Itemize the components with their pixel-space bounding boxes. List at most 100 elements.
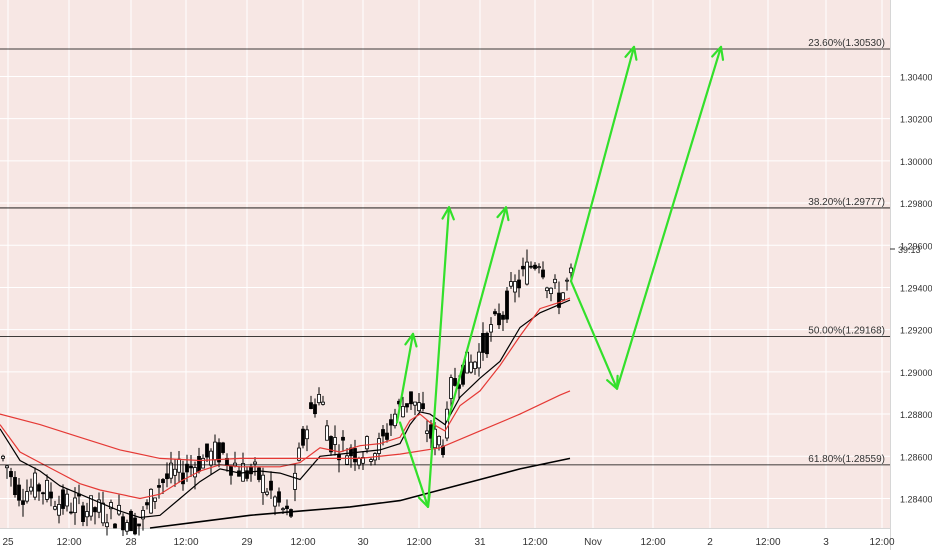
candle-body <box>261 474 265 494</box>
candle <box>505 287 509 324</box>
candle-body <box>1 455 5 459</box>
candle-body <box>33 472 37 498</box>
candle <box>537 263 541 274</box>
x-tick-label: 12:00 <box>640 537 665 548</box>
candle <box>565 277 569 291</box>
candle <box>477 343 481 377</box>
candle-body <box>249 466 253 475</box>
candle-body <box>369 459 373 462</box>
candle <box>313 398 317 418</box>
candle-body <box>289 509 293 517</box>
candle-body <box>329 436 333 453</box>
candle-body <box>545 287 549 292</box>
candle-body <box>153 497 157 502</box>
candle <box>521 257 525 277</box>
candle <box>161 477 165 495</box>
candle <box>133 512 137 536</box>
candle <box>45 474 49 503</box>
candle <box>149 488 153 514</box>
x-tick-label: 31 <box>474 537 486 548</box>
candle-body <box>489 324 493 333</box>
candle <box>129 509 133 532</box>
candle-body <box>205 443 209 458</box>
candle-body <box>309 402 313 409</box>
candle-body <box>513 281 517 293</box>
candle-body <box>565 279 569 282</box>
candle-body <box>37 484 41 492</box>
candle <box>361 451 365 471</box>
candle <box>525 249 529 286</box>
candle-body <box>125 522 129 532</box>
candle-body <box>69 511 73 514</box>
candle <box>145 499 149 510</box>
x-tick-label: 3 <box>823 537 829 548</box>
candle <box>325 420 329 441</box>
candle-body <box>285 505 289 509</box>
moving-average-line <box>149 457 571 529</box>
candle <box>5 464 9 479</box>
candle <box>517 269 521 298</box>
candle-body <box>421 403 425 410</box>
candle <box>289 508 293 519</box>
candle-body <box>553 278 557 284</box>
candle <box>81 501 85 527</box>
candle-body <box>469 361 473 373</box>
candle <box>541 261 545 280</box>
x-tick-label: 12:00 <box>290 537 315 548</box>
y-tick-label: 1.29800 <box>900 199 932 209</box>
candle-body <box>533 264 537 269</box>
candle-body <box>269 480 273 491</box>
fib-levels: 23.60%(1.30530) 38.20%(1.29777) 50.00%(1.2… <box>0 38 890 466</box>
y-tick-label: 1.30200 <box>900 115 932 125</box>
x-tick-label: 30 <box>357 537 369 548</box>
candle <box>389 413 393 437</box>
candle <box>417 392 421 412</box>
candle-body <box>529 265 533 268</box>
candle <box>381 425 385 446</box>
y-tick-label: 1.30000 <box>900 157 932 167</box>
y-tick-label: 1.29000 <box>900 368 932 378</box>
candle <box>113 523 117 529</box>
candle-body <box>449 377 453 399</box>
candle <box>65 488 69 512</box>
candle-body <box>485 332 489 355</box>
x-tick-label: 12:00 <box>173 537 198 548</box>
time-axis-background <box>0 528 890 550</box>
candle <box>73 487 77 525</box>
candle-body <box>517 279 521 289</box>
candle-body <box>89 495 93 517</box>
candle <box>317 387 321 406</box>
candle <box>549 287 553 302</box>
candle-body <box>49 491 53 499</box>
candle <box>181 460 185 491</box>
candle-body <box>293 472 297 490</box>
candle <box>169 451 173 484</box>
projection-arrow <box>395 332 415 424</box>
candle-body <box>413 401 417 406</box>
moving-average-line <box>0 390 571 462</box>
x-axis: 25 12:00 28 12:00 29 12:00 30 12:00 31 12:00 Nov 12… <box>2 537 895 548</box>
candle-body <box>537 266 541 269</box>
candle-body <box>333 437 337 445</box>
countdown-badge: 39:13 <box>890 245 921 255</box>
candle-body <box>501 314 505 320</box>
projection-arrow <box>569 45 636 283</box>
candle-body <box>317 394 321 404</box>
candle <box>261 467 265 505</box>
candle <box>37 482 41 501</box>
y-tick-label: 1.29400 <box>900 283 932 293</box>
candle <box>109 499 113 520</box>
candle <box>217 438 221 468</box>
candle-body <box>113 523 117 529</box>
candle <box>221 441 225 455</box>
candle <box>13 471 17 498</box>
candle <box>257 466 261 483</box>
candle-body <box>557 292 561 308</box>
candle-body <box>425 430 429 434</box>
candle-body <box>45 479 49 500</box>
projection-arrow <box>446 206 508 422</box>
candle-body <box>477 351 481 369</box>
candle <box>377 432 381 461</box>
candle-body <box>341 436 345 441</box>
